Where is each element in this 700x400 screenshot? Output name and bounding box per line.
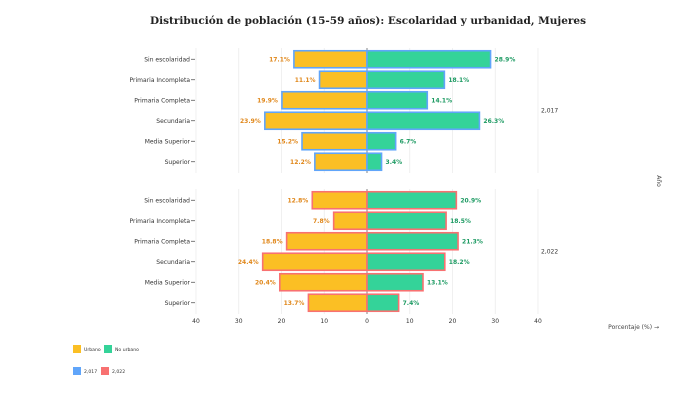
legend-swatch-fill [104,345,112,353]
chart-title: Distribución de población (15-59 años): … [150,15,586,27]
category-label: Secundaria [156,259,190,266]
category-label: Sin escolaridad [144,56,190,63]
data-label-no-urbano: 7.4% [403,300,420,307]
data-label-urbano: 12.2% [290,159,311,166]
data-label-urbano: 24.4% [238,259,259,266]
data-label-no-urbano: 21.3% [462,238,483,245]
x-tick-label: 40 [534,318,542,325]
data-label-no-urbano: 18.2% [449,259,470,266]
bar-no-urbano [366,293,400,313]
facet-strip-label: 2,022 [541,249,558,256]
data-label-no-urbano: 26.3% [483,118,504,125]
data-label-urbano: 20.4% [255,279,276,286]
data-label-no-urbano: 28.9% [495,56,516,63]
legend: Urbano No urbano 2,017 2,022 [73,345,139,375]
x-axis-label: Porcentaje (%) → [608,324,659,331]
x-tick-label: 30 [235,318,243,325]
bar-urbano [281,90,368,110]
data-label-urbano: 12.8% [287,197,308,204]
bar-no-urbano [366,111,481,131]
data-label-no-urbano: 20.9% [460,197,481,204]
legend-label-year: 2,017 [84,369,97,375]
bar-urbano [311,190,368,210]
category-label: Primaria Completa [134,238,190,245]
bar-urbano [293,49,368,69]
data-label-no-urbano: 6.7% [400,138,417,145]
category-label: Media Superior [145,279,191,286]
category-label: Superior [165,300,191,307]
bar-no-urbano [366,131,397,151]
category-label: Media Superior [145,138,191,145]
category-label: Superior [165,159,191,166]
bar-urbano [261,252,368,272]
data-label-no-urbano: 14.1% [431,97,452,104]
bar-no-urbano [366,190,458,210]
data-label-no-urbano: 13.1% [427,279,448,286]
bar-urbano [301,131,368,151]
data-label-urbano: 23.9% [240,118,261,125]
data-label-urbano: 19.9% [257,97,278,104]
x-tick-label: 40 [192,318,200,325]
legend-label-fill: No urbano [115,347,139,353]
data-label-urbano: 7.8% [313,218,330,225]
legend-swatch-year [101,367,109,375]
bar-no-urbano [366,70,446,90]
facet-1: 2,022 Sin escolaridad 12.8% 20.9% Primaria I… [130,189,558,314]
data-label-urbano: 17.1% [269,56,290,63]
data-label-no-urbano: 3.4% [386,159,403,166]
data-label-urbano: 15.2% [277,138,298,145]
legend-swatch-year [73,367,81,375]
bar-urbano [285,231,368,251]
bar-no-urbano [366,90,429,110]
bar-urbano [307,293,368,313]
bar-urbano [278,272,368,292]
bar-no-urbano [366,272,424,292]
data-label-urbano: 11.1% [295,77,316,84]
facet-strip-label: 2,017 [541,108,558,115]
bar-no-urbano [366,252,446,272]
x-tick-label: 10 [320,318,328,325]
legend-swatch-fill [73,345,81,353]
bar-no-urbano [366,211,447,231]
x-tick-label: 30 [491,318,499,325]
legend-label-year: 2,022 [112,369,125,375]
data-label-urbano: 18.8% [262,238,283,245]
bar-urbano [332,211,368,231]
category-label: Primaria Incompleta [130,77,191,84]
x-tick-label: 20 [449,318,457,325]
bar-urbano [318,70,368,90]
data-label-no-urbano: 18.5% [450,218,471,225]
facet-0: 2,017 Sin escolaridad 17.1% 28.9% Primaria I… [130,48,558,173]
facet-label: Año [655,175,662,187]
category-label: Sin escolaridad [144,197,190,204]
category-label: Secundaria [156,118,190,125]
bar-urbano [314,152,368,172]
legend-label-fill: Urbano [84,347,101,353]
category-label: Primaria Completa [134,97,190,104]
bar-no-urbano [366,152,383,172]
data-label-no-urbano: 18.1% [448,77,469,84]
x-tick-label: 20 [278,318,286,325]
x-tick-label: 10 [406,318,414,325]
bar-urbano [264,111,368,131]
category-label: Primaria Incompleta [130,218,191,225]
bar-no-urbano [366,231,459,251]
bar-no-urbano [366,49,492,69]
x-tick-label: 0 [365,318,369,325]
data-label-urbano: 13.7% [284,300,305,307]
